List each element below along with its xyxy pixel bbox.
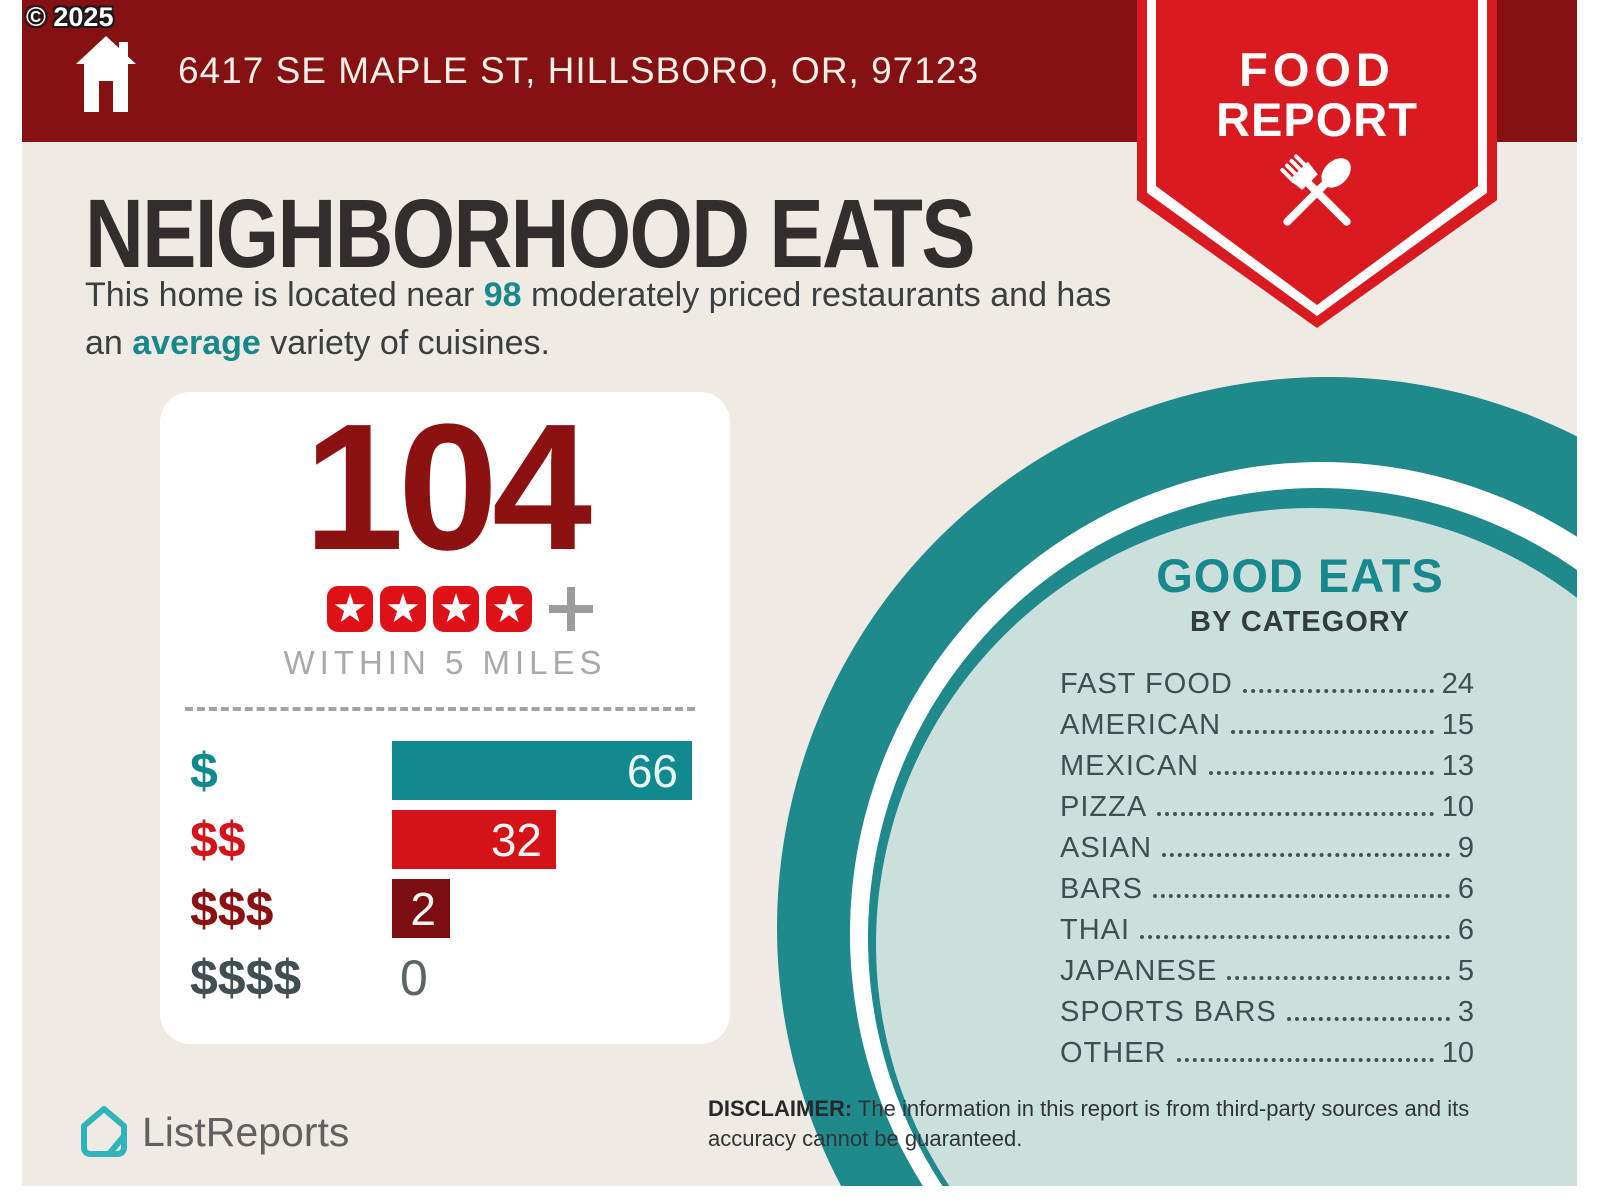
category-row: OTHER 10 [1060,1037,1474,1078]
category-value: 5 [1457,955,1474,987]
disclaimer-line2: accuracy cannot be guaranteed. [708,1126,1023,1151]
star-icon: ★ [327,586,373,632]
dotted-leader [1157,812,1434,816]
category-row: MEXICAN 13 [1060,750,1474,791]
price-tier-label: $ [190,742,218,799]
dotted-leader [1176,1058,1434,1062]
price-tier-label: $$$$ [190,949,302,1006]
dotted-leader [1162,853,1450,857]
star-rating: ★ ★ ★ ★ [160,586,730,632]
category-value: 9 [1457,832,1474,864]
dashed-divider [185,707,695,711]
report-content-area: 6417 SE MAPLE ST, HILLSBORO, OR, 97123 ©… [22,0,1577,1186]
category-value: 24 [1441,668,1474,700]
price-bar: 66 [392,741,692,800]
category-value: 3 [1457,996,1474,1028]
category-row: JAPANESE 5 [1060,955,1474,996]
category-label: SPORTS BARS [1060,996,1277,1028]
star-icon: ★ [380,586,426,632]
price-bar: 32 [392,810,556,869]
restaurant-count: 104 [303,387,592,588]
category-label: FAST FOOD [1060,668,1233,700]
category-label: PIZZA [1060,791,1148,823]
good-eats-title: GOOD EATS [1156,549,1444,602]
category-label: JAPANESE [1060,955,1218,987]
ribbon-title-report: REPORT [1216,93,1418,146]
price-tier-row: $$$$ 0 [160,948,730,1007]
category-row: PIZZA 10 [1060,791,1474,832]
category-value: 10 [1441,791,1474,823]
category-label: OTHER [1060,1037,1167,1069]
subtitle-text: variety of cuisines. [260,323,550,362]
category-value: 13 [1441,750,1474,782]
restaurant-count-highlight: 98 [483,276,522,314]
page-subtitle: This home is located near 98 moderately … [85,272,1115,367]
category-label: BARS [1060,873,1143,905]
category-value: 10 [1441,1037,1474,1069]
crossed-spoon-fork-icon [1280,154,1351,226]
ribbon-title-food: FOOD [1239,43,1395,96]
dotted-leader [1140,935,1450,939]
page-title: NEIGHBORHOOD EATS [85,179,976,288]
price-bar-value: 0 [400,949,428,1006]
subtitle-text: This home is located near [85,276,484,314]
price-tier-label: $$$ [190,880,274,937]
dotted-leader [1286,1017,1450,1021]
price-bar: 2 [392,879,450,938]
price-tier-row: $$$ 2 [160,879,730,938]
subtitle-text: moderately priced restaurants and has an [85,276,1112,362]
category-label: THAI [1060,914,1131,946]
dotted-leader [1209,771,1434,775]
listreports-logo-icon [81,1106,127,1157]
food-report-ribbon: FOOD REPORT [1137,0,1497,328]
category-label: MEXICAN [1060,750,1200,782]
dotted-leader [1231,730,1434,734]
listreports-brand-name: ListReports [142,1108,350,1155]
category-row: ASIAN 9 [1060,832,1474,873]
price-tier-row: $66 [160,741,730,800]
price-tier-label: $$ [190,811,246,868]
disclaimer-label: DISCLAIMER: [708,1096,853,1121]
category-row: FAST FOOD 24 [1060,668,1474,709]
star-icon: ★ [486,586,532,632]
category-row: SPORTS BARS 3 [1060,996,1474,1037]
category-value: 6 [1457,914,1474,946]
price-bar-value: 66 [626,744,678,797]
listreports-brand: ListReports [80,1106,349,1158]
category-label: AMERICAN [1060,709,1222,741]
dotted-leader [1242,689,1434,693]
dotted-leader [1227,976,1450,980]
category-label: ASIAN [1060,832,1153,864]
dotted-leader [1152,894,1450,898]
restaurant-summary-card: 104 ★ ★ ★ ★ WITHIN 5 MILES $66 $$ 32 $$$ 2 $$$$ 0 [160,392,730,1044]
category-value: 15 [1441,709,1474,741]
radius-label: WITHIN 5 MILES [283,644,607,681]
price-tier-row: $$ 32 [160,810,730,869]
category-row: THAI 6 [1060,914,1474,955]
good-eats-subtitle: BY CATEGORY [1190,606,1410,638]
price-bar-value: 2 [410,882,436,935]
home-icon [76,36,136,112]
category-value: 6 [1457,873,1474,905]
plus-icon [549,587,593,631]
disclaimer-line1: The information in this report is from t… [852,1096,1470,1121]
property-address: 6417 SE MAPLE ST, HILLSBORO, OR, 97123 [178,50,979,91]
category-row: BARS 6 [1060,873,1474,914]
disclaimer: DISCLAIMER: The information in this repo… [708,1094,1538,1154]
variety-highlight: average [132,323,261,362]
star-icon: ★ [433,586,479,632]
category-row: AMERICAN 15 [1060,709,1474,750]
price-bar-value: 32 [490,813,542,866]
category-list: FAST FOOD 24 AMERICAN 15 MEXICAN 13 PIZZA 10 ASI… [1060,668,1474,1078]
copyright-text: © 2025 [26,2,114,32]
